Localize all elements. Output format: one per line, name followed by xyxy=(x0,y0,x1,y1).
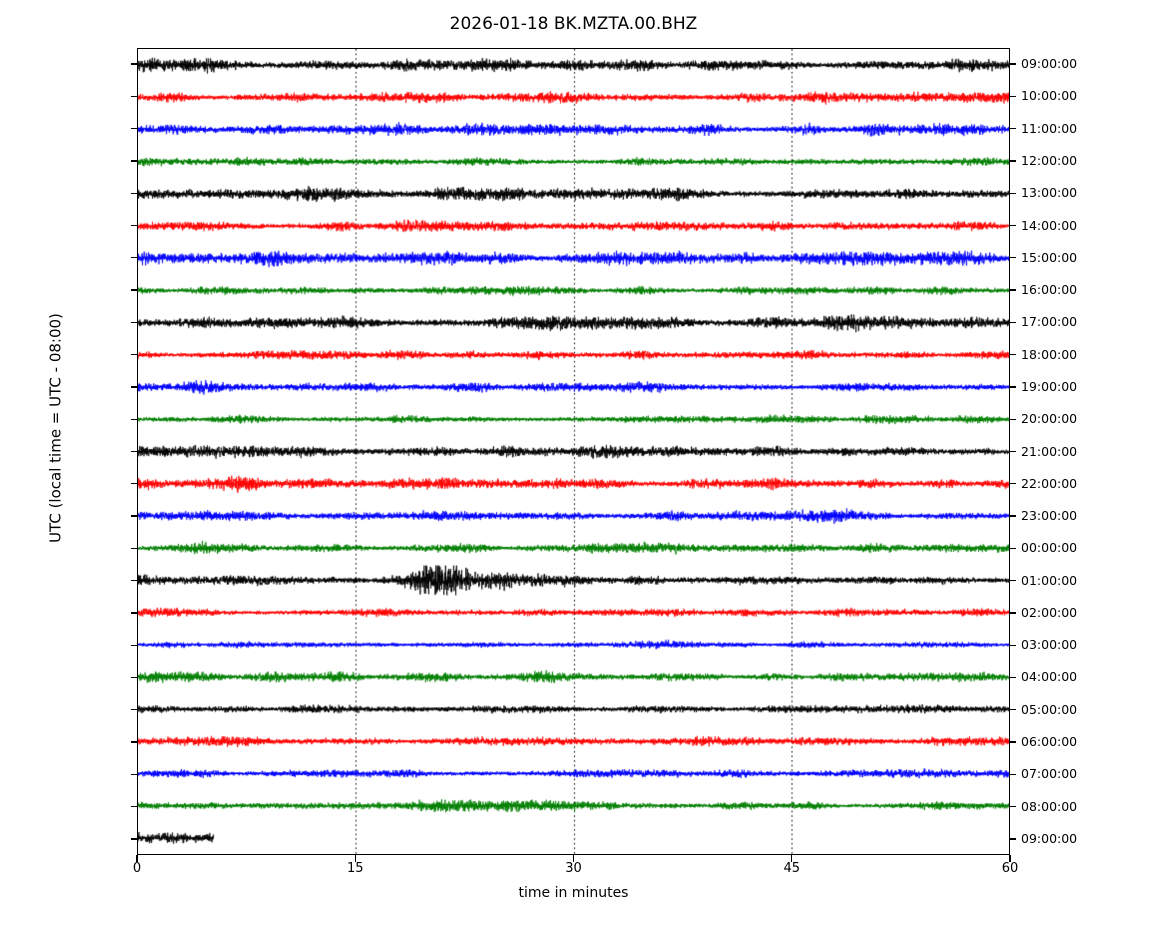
y-tick-label-right: 14:00:00 xyxy=(1021,217,1078,233)
y-tick-label-right: 05:00:00 xyxy=(1021,701,1078,717)
y-tick-mark-left xyxy=(131,805,138,808)
y-tick-label-right: 07:00:00 xyxy=(1021,766,1078,782)
y-tick-label-right: 12:00:00 xyxy=(1021,152,1078,168)
y-tick-label-right: 09:00:00 xyxy=(1021,56,1078,72)
y-tick-mark-left xyxy=(131,773,138,775)
y-tick-label-right: 22:00:00 xyxy=(1021,475,1078,491)
y-tick-label-right: 21:00:00 xyxy=(1021,443,1078,459)
y-tick-mark-right xyxy=(1009,224,1016,227)
y-tick-mark-left xyxy=(131,515,138,517)
y-tick-label-right: 11:00:00 xyxy=(1021,120,1078,136)
x-tick-mark xyxy=(572,855,575,862)
y-tick-label-right: 16:00:00 xyxy=(1021,282,1078,298)
y-tick-mark-left xyxy=(131,321,138,324)
y-tick-mark-right xyxy=(1009,612,1016,614)
x-tick-label: 30 xyxy=(565,861,582,876)
x-tick-label: 15 xyxy=(346,861,364,876)
x-tick-label: 0 xyxy=(132,861,142,876)
y-tick-mark-right xyxy=(1009,547,1016,549)
y-tick-label-right: 17:00:00 xyxy=(1021,314,1078,330)
y-tick-mark-right xyxy=(1009,257,1016,259)
y-tick-label-right: 02:00:00 xyxy=(1021,604,1078,620)
y-tick-mark-right xyxy=(1009,354,1016,356)
x-tick-mark xyxy=(136,855,138,862)
x-tick-mark xyxy=(1009,855,1011,862)
y-tick-mark-left xyxy=(131,612,138,614)
y-tick-mark-right xyxy=(1009,515,1016,517)
x-axis-label: time in minutes xyxy=(518,885,629,901)
y-tick-mark-left xyxy=(131,224,138,227)
y-tick-mark-right xyxy=(1009,160,1016,162)
y-tick-label-right: 09:00:00 xyxy=(1021,830,1078,846)
y-tick-mark-right xyxy=(1009,483,1016,485)
y-tick-label-right: 06:00:00 xyxy=(1021,734,1078,750)
y-tick-mark-left xyxy=(131,354,138,356)
y-tick-mark-right xyxy=(1009,192,1016,194)
y-tick-mark-left xyxy=(131,676,138,679)
x-tick-mark xyxy=(791,855,793,862)
y-tick-mark-right xyxy=(1009,741,1016,743)
x-tick-label: 60 xyxy=(1001,861,1019,876)
y-tick-label-right: 23:00:00 xyxy=(1021,508,1078,524)
y-tick-mark-left xyxy=(131,257,138,259)
y-tick-mark-left xyxy=(131,160,138,162)
y-tick-mark-right xyxy=(1009,773,1016,775)
y-tick-mark-right xyxy=(1009,805,1016,808)
x-tick-label: 45 xyxy=(783,861,801,876)
y-tick-mark-right xyxy=(1009,838,1016,840)
y-tick-label-right: 20:00:00 xyxy=(1021,411,1078,427)
y-tick-mark-right xyxy=(1009,321,1016,324)
y-tick-label-right: 04:00:00 xyxy=(1021,669,1078,685)
y-tick-mark-right xyxy=(1009,63,1016,65)
y-tick-mark-left xyxy=(131,192,138,194)
y-tick-label-right: 18:00:00 xyxy=(1021,346,1078,362)
y-tick-mark-right xyxy=(1009,386,1016,388)
y-tick-mark-left xyxy=(131,579,138,582)
y-tick-mark-right xyxy=(1009,579,1016,582)
y-tick-mark-right xyxy=(1009,709,1016,711)
y-tick-mark-left xyxy=(131,450,138,453)
y-tick-mark-left xyxy=(131,63,138,65)
y-tick-label-right: 19:00:00 xyxy=(1021,378,1078,394)
y-tick-mark-left xyxy=(131,386,138,388)
y-tick-mark-left xyxy=(131,709,138,711)
y-tick-mark-right xyxy=(1009,676,1016,679)
y-tick-mark-right xyxy=(1009,450,1016,453)
y-tick-label-right: 15:00:00 xyxy=(1021,249,1078,265)
y-tick-mark-left xyxy=(131,289,138,291)
y-tick-mark-left xyxy=(131,95,138,98)
y-tick-label-right: 08:00:00 xyxy=(1021,798,1078,814)
y-tick-mark-right xyxy=(1009,644,1016,646)
y-tick-label-right: 00:00:00 xyxy=(1021,540,1078,556)
y-tick-label-right: 03:00:00 xyxy=(1021,637,1078,653)
y-tick-mark-left xyxy=(131,838,138,840)
y-tick-mark-right xyxy=(1009,95,1016,98)
y-axis-label: UTC (local time = UTC - 08:00) xyxy=(46,313,65,543)
y-tick-mark-left xyxy=(131,483,138,485)
y-tick-mark-left xyxy=(131,547,138,549)
y-tick-label-right: 13:00:00 xyxy=(1021,185,1078,201)
y-tick-mark-left xyxy=(131,741,138,743)
y-tick-mark-left xyxy=(131,644,138,646)
y-tick-mark-right xyxy=(1009,418,1016,420)
y-tick-mark-right xyxy=(1009,289,1016,291)
y-tick-label-right: 10:00:00 xyxy=(1021,88,1078,104)
y-tick-mark-left xyxy=(131,128,138,130)
y-tick-mark-right xyxy=(1009,128,1016,130)
x-tick-mark xyxy=(354,855,356,862)
page-title: 2026-01-18 BK.MZTA.00.BHZ xyxy=(449,14,698,34)
seismogram-canvas xyxy=(138,49,1009,854)
y-tick-label-right: 01:00:00 xyxy=(1021,572,1078,588)
y-tick-mark-left xyxy=(131,418,138,420)
plot-area xyxy=(137,48,1010,855)
